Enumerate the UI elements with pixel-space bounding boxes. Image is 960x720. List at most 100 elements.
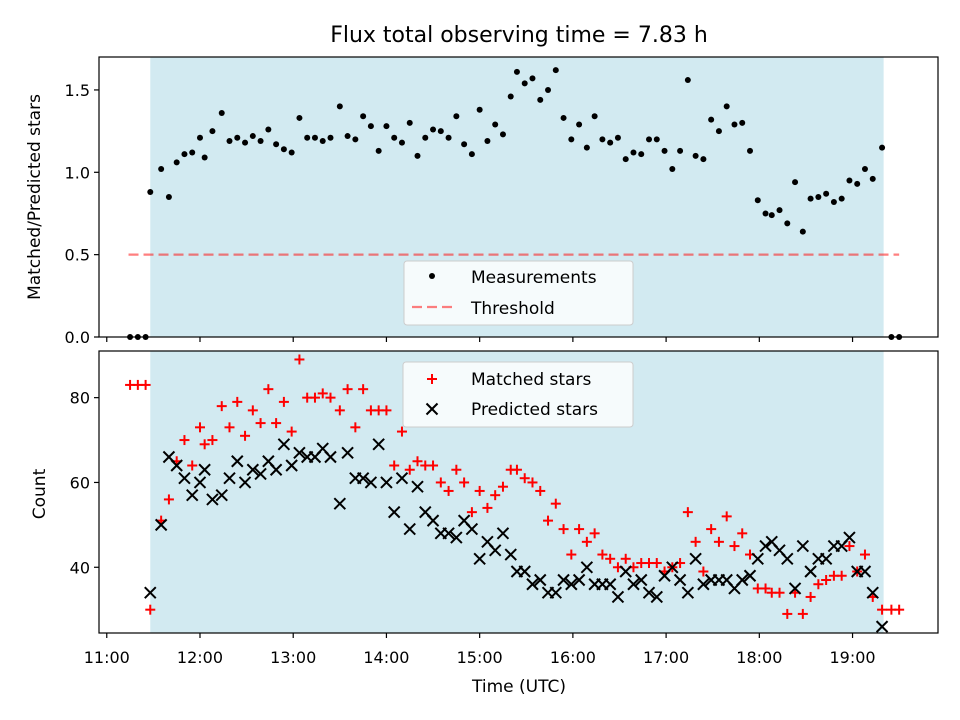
- measurement-point: [249, 133, 256, 140]
- top-legend-box: [403, 260, 634, 326]
- matched-point: [358, 384, 369, 395]
- matched-point: [247, 405, 258, 416]
- matched-point: [550, 498, 561, 509]
- matched-point: [836, 570, 847, 581]
- measurement-point: [747, 147, 754, 154]
- matched-point: [651, 558, 662, 569]
- measurement-point: [398, 139, 405, 146]
- measurement-point: [630, 149, 637, 156]
- measurement-point: [414, 152, 421, 159]
- predicted-point: [627, 578, 640, 591]
- predicted-point-stroke-b: [804, 565, 817, 578]
- predicted-point: [673, 573, 687, 587]
- x-tick-label: 12:00: [177, 648, 223, 667]
- matched-point: [140, 379, 151, 390]
- matched-point: [216, 401, 227, 412]
- predicted-point-stroke-b: [231, 455, 244, 468]
- predicted-point-stroke-b: [788, 582, 802, 595]
- measurement-point: [189, 149, 196, 156]
- bottom-y-axis-label: Count: [30, 468, 50, 519]
- predicted-point: [603, 578, 617, 591]
- measurement-point: [513, 68, 520, 75]
- predicted-point: [858, 565, 872, 578]
- measurement-point: [622, 156, 629, 163]
- matched-point: [597, 549, 608, 560]
- measurement-point: [265, 126, 272, 133]
- predicted-point-stroke-b: [186, 488, 199, 502]
- measurement-point: [242, 139, 249, 146]
- matched-point: [317, 388, 328, 399]
- measurement-point: [391, 134, 398, 141]
- predicted-point: [403, 522, 416, 536]
- top-axes-frame: [98, 56, 939, 338]
- predicted-point-stroke-b: [170, 459, 183, 472]
- measurement-point: [830, 198, 837, 205]
- predicted-point-stroke-b: [403, 522, 416, 536]
- matched-point: [443, 485, 454, 496]
- predicted-point: [526, 578, 539, 591]
- predicted-point: [411, 480, 424, 493]
- predicted-point-stroke-b: [635, 573, 648, 587]
- measurement-point: [879, 144, 886, 151]
- top-legend: Measurements Threshold: [403, 260, 634, 326]
- measurement-point: [684, 77, 691, 84]
- chart-title: Flux total observing time = 7.83 h: [330, 23, 708, 48]
- measurement-point: [484, 138, 491, 144]
- top-panel: 0.0 0.5 1.0 1.5 Measurements Threshold: [65, 56, 939, 347]
- predicted-point-stroke-b: [666, 561, 679, 574]
- predicted-point-stroke-b: [819, 552, 833, 565]
- predicted-point-stroke-b: [781, 552, 794, 565]
- measurement-point: [846, 177, 853, 184]
- matched-stars-series: [125, 354, 905, 619]
- measurement-point: [437, 128, 444, 135]
- measurement-point: [360, 113, 367, 120]
- predicted-point-stroke-b: [395, 472, 409, 485]
- predicted-point-stroke-b: [223, 472, 236, 485]
- measurement-point: [173, 159, 180, 166]
- measurement-point: [739, 119, 746, 126]
- matched-point: [207, 435, 218, 446]
- predicted-point-stroke-b: [154, 518, 168, 532]
- predicted-point: [743, 569, 757, 582]
- predicted-point-stroke-b: [341, 446, 354, 459]
- predicted-point-stroke-b: [324, 450, 337, 464]
- matched-point: [163, 494, 174, 505]
- predicted-point: [819, 552, 833, 565]
- predicted-point: [565, 578, 578, 591]
- measurement-point: [311, 134, 318, 141]
- matched-point: [334, 405, 345, 416]
- predicted-point: [324, 450, 337, 464]
- predicted-point: [387, 505, 401, 519]
- measurement-point: [288, 149, 295, 156]
- predicted-point-stroke-b: [178, 472, 191, 485]
- measurement-point: [218, 110, 225, 116]
- matched-point: [350, 422, 361, 433]
- top-axes: 0.0 0.5 1.0 1.5: [65, 56, 939, 347]
- measurement-point: [304, 134, 311, 141]
- predicted-point-stroke-b: [765, 535, 778, 549]
- matched-point: [459, 477, 470, 488]
- predicted-point-stroke-b: [293, 446, 306, 459]
- legend-measurements-label: Measurements: [471, 268, 597, 288]
- matched-point: [497, 481, 508, 492]
- predicted-point-stroke-b: [751, 552, 764, 565]
- predicted-point: [426, 514, 440, 527]
- predicted-stars-series: [144, 438, 889, 633]
- predicted-point-stroke-b: [689, 552, 702, 565]
- predicted-point: [635, 573, 648, 587]
- predicted-point: [170, 459, 183, 472]
- matched-point: [482, 502, 493, 513]
- predicted-point: [356, 472, 370, 485]
- predicted-point: [697, 578, 710, 591]
- measurement-point: [861, 166, 868, 172]
- matched-point: [894, 604, 905, 615]
- predicted-point: [450, 531, 463, 544]
- measurement-point: [383, 123, 390, 130]
- measurement-point: [731, 121, 738, 128]
- predicted-point-stroke-b: [277, 438, 291, 451]
- measurement-point: [521, 80, 528, 87]
- measurement-point: [653, 136, 660, 143]
- predicted-point-stroke-b: [387, 505, 401, 519]
- measurement-point: [692, 152, 699, 159]
- measurement-point: [677, 147, 684, 154]
